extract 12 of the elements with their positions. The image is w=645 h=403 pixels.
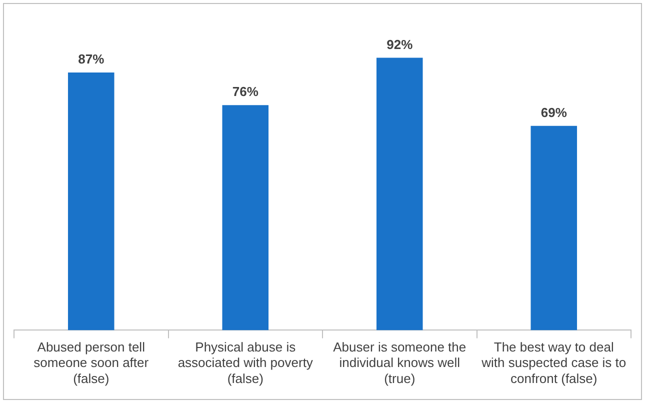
x-tick-label: Abuser is someone the individual knows well (true) (333, 340, 466, 386)
data-label: 92% (386, 36, 414, 52)
bar (530, 126, 578, 330)
data-label: 87% (78, 52, 105, 67)
x-tick-label: Abused person tell someone soon after (false) (34, 340, 150, 386)
data-label: 76% (232, 84, 259, 100)
bar (68, 72, 114, 330)
bar (376, 58, 423, 330)
data-label: 69% (540, 104, 568, 120)
x-tick-label: Physical abuse is associated with poverty (false) (178, 340, 314, 386)
bar (222, 105, 269, 330)
x-tick-label: The best way to deal with suspected case is to confront (false) (480, 340, 626, 386)
